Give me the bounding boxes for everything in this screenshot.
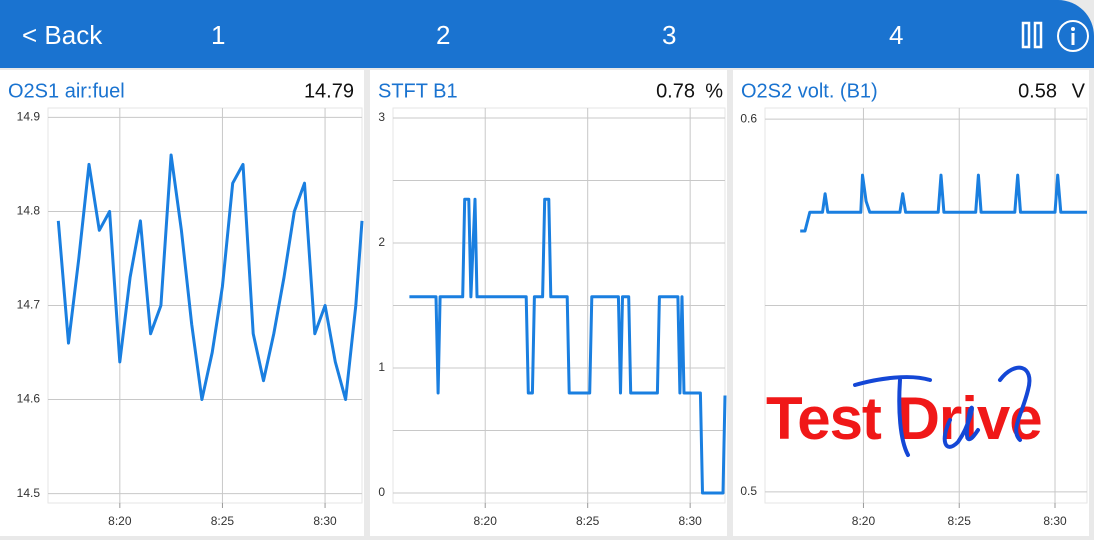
top-bar: < Back 1 2 3 4 [0, 0, 1094, 68]
chart-panel [370, 70, 727, 536]
info-button[interactable] [1055, 19, 1091, 55]
x-tick-label: 8:20 [108, 514, 132, 528]
x-tick-label: 8:25 [948, 514, 972, 528]
pause-button[interactable] [1018, 20, 1046, 50]
y-tick-label: 14.5 [17, 486, 41, 500]
x-tick-label: 8:30 [678, 514, 702, 528]
unit: % [705, 80, 723, 102]
y-tick-label: 3 [378, 110, 385, 124]
chart-panel [0, 70, 364, 536]
x-tick-label: 8:20 [474, 514, 498, 528]
chart-title: O2S1 air:fuel [8, 80, 125, 102]
tab[interactable]: 4 [889, 20, 904, 50]
y-tick-label: 0.6 [740, 111, 757, 125]
y-tick-label: 1 [378, 360, 385, 374]
x-tick-label: 8:30 [313, 514, 337, 528]
current-value: 0.58 [1018, 80, 1057, 102]
y-tick-label: 14.6 [17, 392, 41, 406]
unit: V [1072, 80, 1086, 102]
y-tick-label: 0 [378, 485, 385, 499]
x-tick-label: 8:25 [576, 514, 600, 528]
chart-panel [733, 70, 1089, 536]
x-tick-label: 8:25 [211, 514, 235, 528]
chart-title: O2S2 volt. (B1) [741, 80, 878, 102]
x-tick-label: 8:30 [1043, 514, 1067, 528]
tab[interactable]: 2 [436, 20, 451, 50]
y-tick-label: 14.7 [17, 298, 41, 312]
data-line [409, 197, 727, 495]
chart-title: STFT B1 [378, 80, 458, 102]
data-line [800, 173, 1087, 233]
back-button[interactable]: < Back [22, 20, 103, 50]
current-value: 0.78 [656, 80, 695, 102]
tab[interactable]: 1 [211, 20, 226, 50]
signature [853, 365, 1032, 457]
data-line [56, 153, 364, 401]
y-tick-label: 14.9 [17, 110, 41, 124]
tab[interactable]: 3 [662, 20, 677, 50]
y-tick-label: 0.5 [740, 484, 757, 498]
y-tick-label: 14.8 [17, 204, 41, 218]
current-value: 14.79 [304, 80, 354, 102]
y-tick-label: 2 [378, 235, 385, 249]
x-tick-label: 8:20 [852, 514, 876, 528]
